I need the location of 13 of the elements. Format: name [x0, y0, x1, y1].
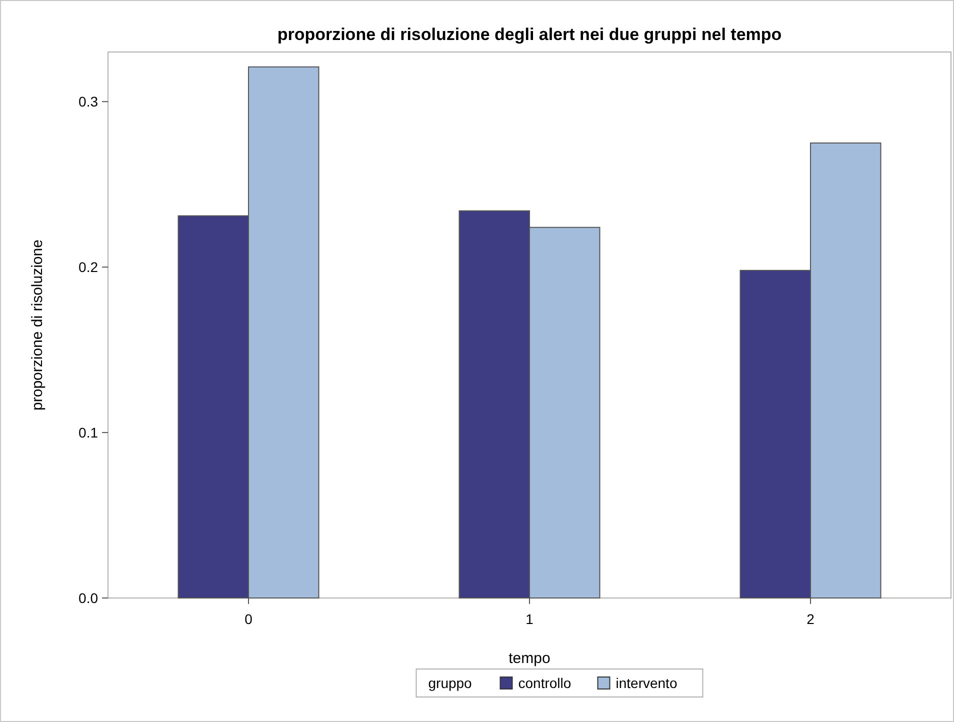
x-tick-label: 0	[244, 611, 253, 627]
y-tick-label: 0.1	[78, 424, 98, 440]
y-tick-label: 0.3	[78, 94, 98, 110]
x-axis-title: tempo	[508, 650, 550, 667]
x-tick-label: 2	[806, 611, 815, 627]
legend-label: controllo	[518, 674, 572, 691]
y-tick-label: 0.2	[78, 258, 98, 275]
y-axis-title: proporzione di risoluzione	[29, 240, 46, 410]
legend-title: gruppo	[428, 674, 472, 691]
y-tick-label: 0.0	[78, 590, 98, 606]
x-tick-label: 1	[526, 611, 534, 627]
legend-label: intervento	[616, 674, 678, 691]
chart-title: proporzione di risoluzione degli alert nei due gruppi nel tempo	[277, 25, 782, 44]
